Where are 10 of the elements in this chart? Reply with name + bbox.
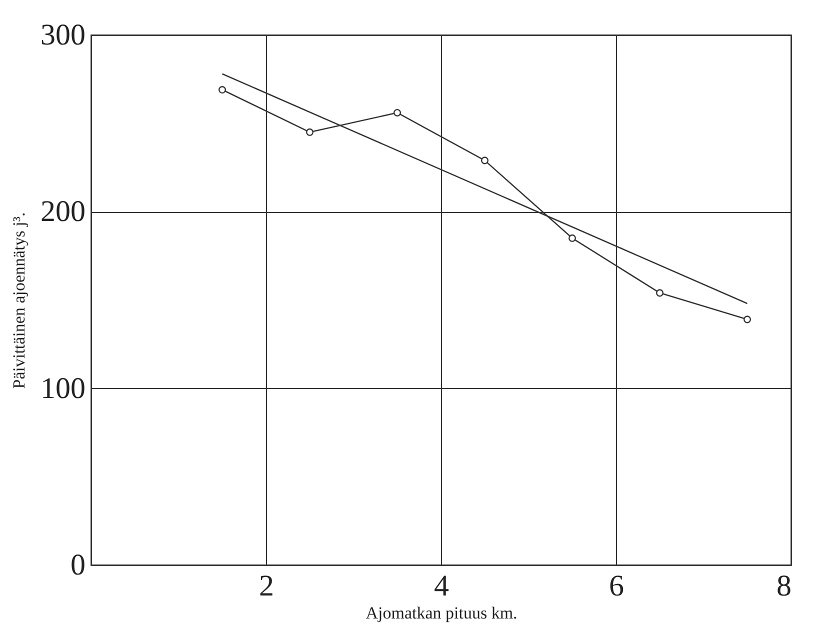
x-tick-label: 6 <box>609 570 624 602</box>
x-axis-title: Ajomatkan pituus km. <box>366 604 518 622</box>
y-tick-label: 200 <box>40 195 86 228</box>
x-tick-label: 4 <box>434 570 449 602</box>
y-axis-title: Päivittäinen ajoennätys j³. <box>10 212 28 389</box>
y-tick-label: 0 <box>70 548 86 582</box>
x-tick-label: 8 <box>776 570 792 602</box>
x-tick-label: 2 <box>259 570 274 602</box>
y-tick-label: 300 <box>40 18 86 52</box>
y-tick-label: 100 <box>40 372 86 405</box>
